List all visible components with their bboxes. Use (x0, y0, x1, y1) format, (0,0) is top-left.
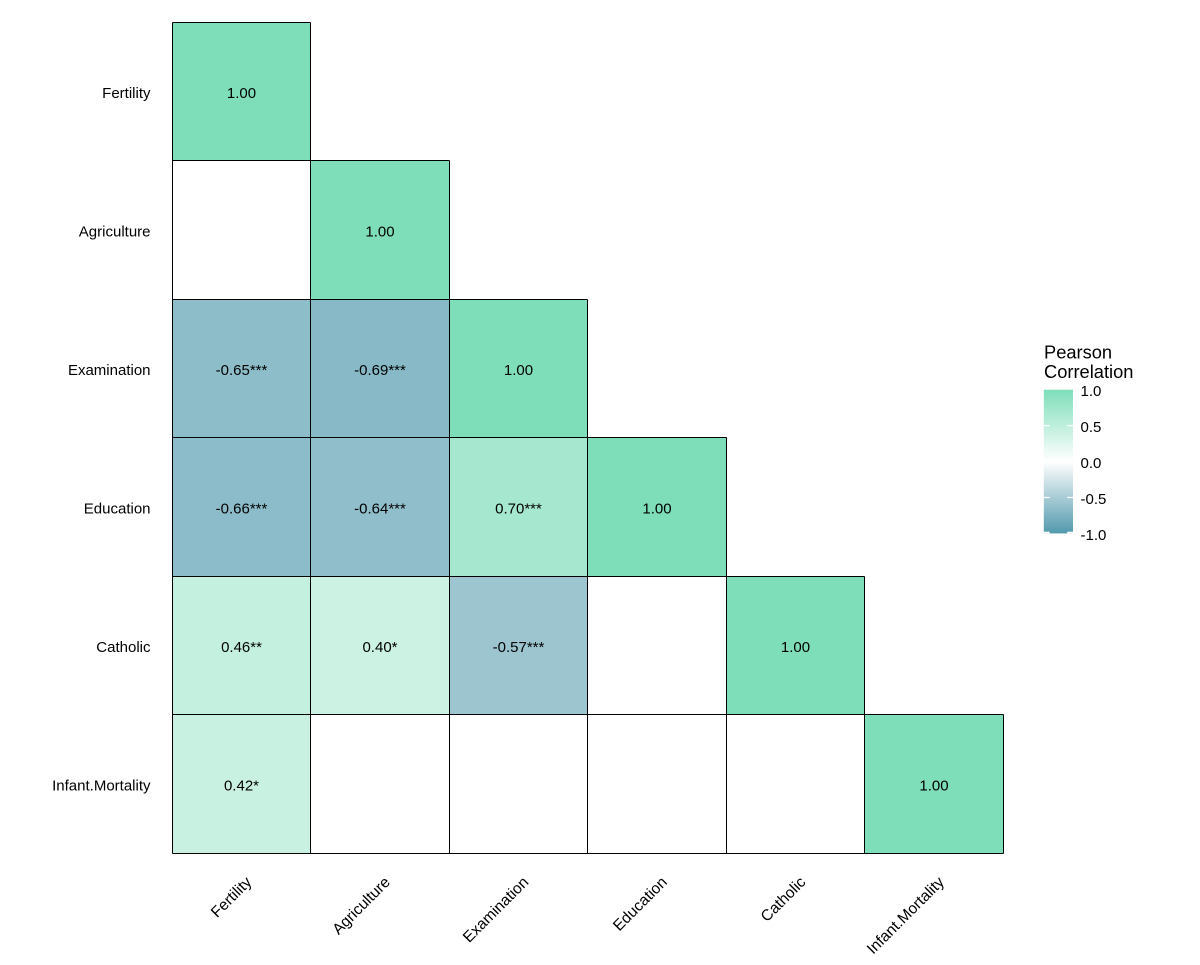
svg-text:1.00: 1.00 (919, 778, 948, 795)
svg-text:-0.57***: -0.57*** (493, 639, 545, 656)
svg-text:-0.5: -0.5 (1081, 491, 1107, 508)
svg-text:Infant.Mortality: Infant.Mortality (52, 778, 151, 795)
svg-text:-0.64***: -0.64*** (354, 501, 406, 518)
svg-text:-1.0: -1.0 (1081, 527, 1107, 544)
svg-text:Catholic: Catholic (96, 639, 151, 656)
svg-text:1.00: 1.00 (504, 362, 533, 379)
svg-text:Correlation: Correlation (1044, 361, 1133, 382)
svg-text:Fertility: Fertility (102, 85, 151, 102)
svg-text:-0.65***: -0.65*** (216, 362, 268, 379)
svg-text:0.40*: 0.40* (362, 639, 397, 656)
svg-text:-0.69***: -0.69*** (354, 362, 406, 379)
svg-text:1.00: 1.00 (227, 85, 256, 102)
svg-text:0.0: 0.0 (1081, 455, 1102, 472)
svg-text:1.0: 1.0 (1081, 383, 1102, 400)
svg-text:0.5: 0.5 (1081, 419, 1102, 436)
svg-text:1.00: 1.00 (781, 639, 810, 656)
svg-text:0.42*: 0.42* (224, 778, 259, 795)
svg-text:0.46**: 0.46** (221, 639, 262, 656)
svg-text:Education: Education (84, 501, 151, 518)
svg-text:Pearson: Pearson (1044, 342, 1112, 363)
svg-text:1.00: 1.00 (642, 501, 671, 518)
svg-text:Examination: Examination (68, 362, 151, 379)
svg-text:-0.66***: -0.66*** (216, 501, 268, 518)
svg-text:1.00: 1.00 (365, 224, 394, 241)
svg-text:Agriculture: Agriculture (79, 224, 151, 241)
svg-text:0.70***: 0.70*** (495, 501, 542, 518)
